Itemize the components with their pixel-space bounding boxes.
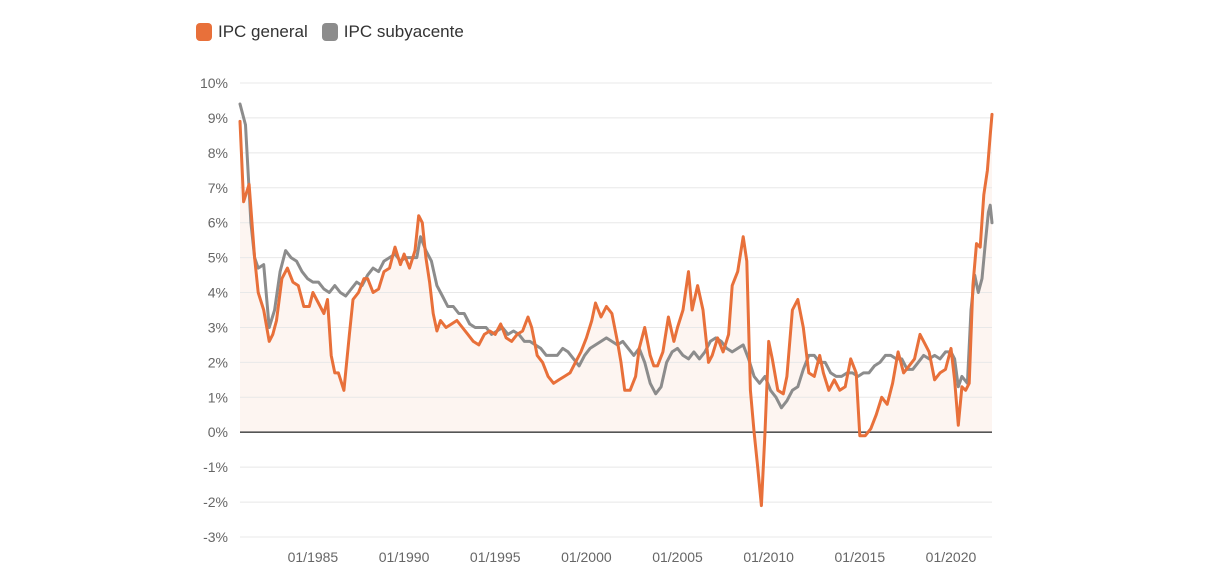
series-line-ipc-subyacente [238, 102, 994, 410]
chart-legend: IPC general IPC subyacente [196, 22, 464, 42]
y-tick-label: -1% [203, 459, 228, 475]
y-tick-label: 4% [208, 285, 228, 301]
legend-item-ipc-general[interactable]: IPC general [196, 22, 308, 42]
y-tick-label: 6% [208, 215, 228, 231]
y-tick-label: -2% [203, 494, 228, 510]
x-tick-label: 01/2005 [652, 549, 703, 565]
x-tick-label: 01/2020 [926, 549, 977, 565]
x-tick-label: 01/2000 [561, 549, 612, 565]
y-tick-label: 2% [208, 354, 228, 370]
legend-swatch-ipc-subyacente [321, 23, 338, 41]
area-fill-ipc-general [240, 114, 992, 506]
y-tick-label: 9% [208, 110, 228, 126]
legend-item-ipc-subyacente[interactable]: IPC subyacente [321, 22, 464, 42]
y-tick-label: 1% [208, 389, 228, 405]
x-tick-label: 01/1990 [379, 549, 430, 565]
legend-label-ipc-general: IPC general [218, 22, 308, 41]
y-tick-label: 0% [208, 424, 228, 440]
y-tick-label: 7% [208, 180, 228, 196]
y-tick-label: 3% [208, 319, 228, 335]
x-tick-label: 01/2015 [835, 549, 886, 565]
legend-swatch-ipc-general [196, 23, 212, 41]
y-tick-label: 5% [208, 250, 228, 266]
legend-label-ipc-subyacente: IPC subyacente [343, 22, 464, 41]
x-tick-label: 01/1985 [288, 549, 339, 565]
y-tick-label: -3% [203, 529, 228, 545]
x-tick-label: 01/2010 [743, 549, 794, 565]
y-tick-label: 10% [200, 75, 228, 91]
y-tick-label: 8% [208, 145, 228, 161]
series-line-ipc-general [238, 112, 994, 508]
x-tick-label: 01/1995 [470, 549, 521, 565]
